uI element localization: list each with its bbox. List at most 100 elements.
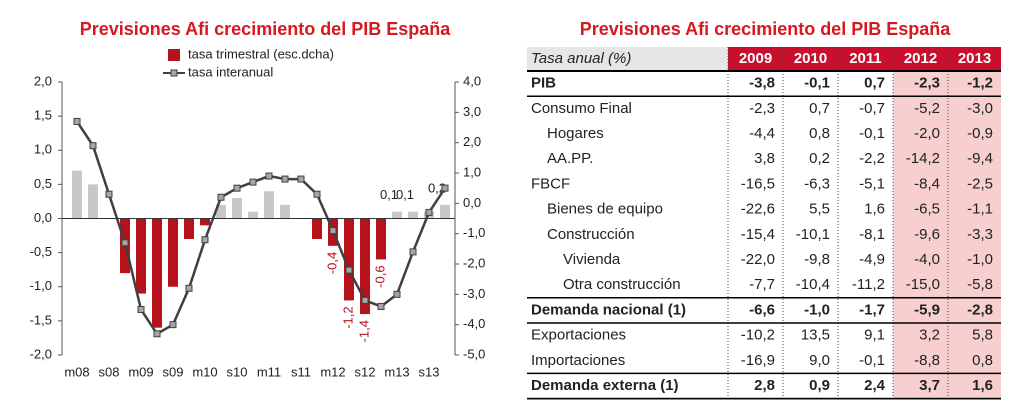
cell: -22,6: [741, 201, 775, 218]
line-marker: [121, 239, 129, 247]
line-marker: [441, 184, 449, 192]
x-tick-label: s12: [355, 364, 376, 379]
cell: -2,3: [749, 100, 775, 117]
bar-value-label: 0,1: [396, 187, 414, 202]
cell: 2,8: [754, 377, 775, 394]
line-marker: [233, 184, 241, 192]
y-tick-label: 1,0: [34, 142, 52, 157]
cell: -0,1: [859, 125, 885, 142]
bar: [168, 218, 178, 287]
header-cell: 2013: [958, 50, 991, 67]
line-marker: [281, 175, 289, 183]
line-marker: [313, 190, 321, 198]
cell: 13,5: [801, 327, 830, 344]
x-tick-label: m09: [128, 364, 153, 379]
cell: -2,8: [967, 301, 993, 318]
cell: -4,9: [859, 251, 885, 268]
legend-swatch: [168, 49, 180, 61]
cell: -1,2: [967, 75, 993, 92]
row-label: Otra construcción: [563, 276, 681, 293]
x-tick-label: s09: [163, 364, 184, 379]
y2-tick-label: 4,0: [463, 73, 481, 88]
bar: [152, 218, 162, 328]
cell: -4,0: [914, 251, 940, 268]
cell: -10,1: [796, 226, 830, 243]
cell: -4,4: [749, 125, 775, 142]
bar: [312, 218, 322, 239]
row-label: PIB: [531, 75, 556, 92]
y2-tick-label: -5,0: [463, 346, 485, 361]
line-marker: [425, 208, 433, 216]
bar: [360, 218, 370, 315]
line-marker: [249, 178, 257, 186]
line-marker: [137, 306, 145, 313]
cell: -1,0: [804, 301, 830, 318]
bar: [248, 211, 258, 219]
row-label: FBCF: [531, 175, 570, 192]
cell: -2,2: [859, 150, 885, 167]
x-tick-label: s08: [99, 364, 120, 379]
row-label: Importaciones: [531, 352, 625, 369]
bar: [392, 211, 402, 219]
x-tick-label: m10: [192, 364, 217, 379]
bar: [280, 204, 290, 219]
y2-tick-label: -2,0: [463, 255, 485, 270]
cell: 3,7: [919, 377, 940, 394]
chart-title: Previsiones Afi crecimiento del PIB Espa…: [80, 19, 451, 39]
bar: [408, 211, 418, 219]
line-marker: [169, 321, 177, 329]
row-label: Vivienda: [563, 251, 621, 268]
cell: -7,7: [749, 276, 775, 293]
line-marker: [329, 227, 337, 235]
line-marker: [201, 236, 209, 244]
cell: 9,1: [864, 327, 885, 344]
line-marker: [377, 302, 385, 310]
line-marker: [297, 175, 305, 183]
row-label: Hogares: [547, 125, 604, 142]
cell: -9,4: [967, 150, 993, 167]
cell: -2,0: [914, 125, 940, 142]
bar: [264, 191, 274, 219]
row-label: Bienes de equipo: [547, 201, 663, 218]
cell: 5,8: [972, 327, 993, 344]
bar-value-label: -0,4: [324, 252, 339, 274]
line-marker: [361, 296, 369, 304]
cell: -10,2: [741, 327, 775, 344]
cell: -3,8: [749, 75, 775, 92]
line: [75, 120, 447, 336]
cell: -5,8: [967, 276, 993, 293]
row-label: Exportaciones: [531, 327, 626, 344]
y2-tick-label: -4,0: [463, 316, 485, 331]
bar: [184, 218, 194, 239]
cell: -5,9: [914, 301, 940, 318]
line-marker: [153, 330, 161, 338]
cell: -5,2: [914, 100, 940, 117]
y-tick-label: -2,0: [30, 346, 52, 361]
legend-label: tasa trimestral (esc.dcha): [188, 46, 334, 61]
line-marker: [105, 190, 113, 198]
cell: -10,4: [796, 276, 830, 293]
cell: 0,7: [809, 100, 830, 117]
x-tick-label: m12: [320, 364, 345, 379]
x-tick-label: m11: [257, 364, 281, 379]
bar: [232, 198, 242, 219]
line-marker: [185, 284, 193, 292]
cell: -14,2: [906, 150, 940, 167]
cell: 0,9: [809, 377, 830, 394]
line-marker: [89, 142, 97, 150]
line-marker: [73, 117, 81, 125]
x-tick-label: m08: [64, 364, 89, 379]
bar-value-label: -1,2: [340, 306, 355, 328]
cell: -1,7: [859, 301, 885, 318]
line-marker: [265, 172, 273, 180]
cell: -3,0: [967, 100, 993, 117]
cell: -5,1: [859, 175, 885, 192]
cell: -16,9: [741, 352, 775, 369]
cell: -6,5: [914, 201, 940, 218]
cell: -9,8: [804, 251, 830, 268]
table-title: Previsiones Afi crecimiento del PIB Espa…: [580, 19, 951, 39]
header-cell: 2011: [849, 50, 882, 67]
cell: -0,7: [859, 100, 885, 117]
cell: 0,2: [809, 150, 830, 167]
cell: 0,7: [864, 75, 885, 92]
